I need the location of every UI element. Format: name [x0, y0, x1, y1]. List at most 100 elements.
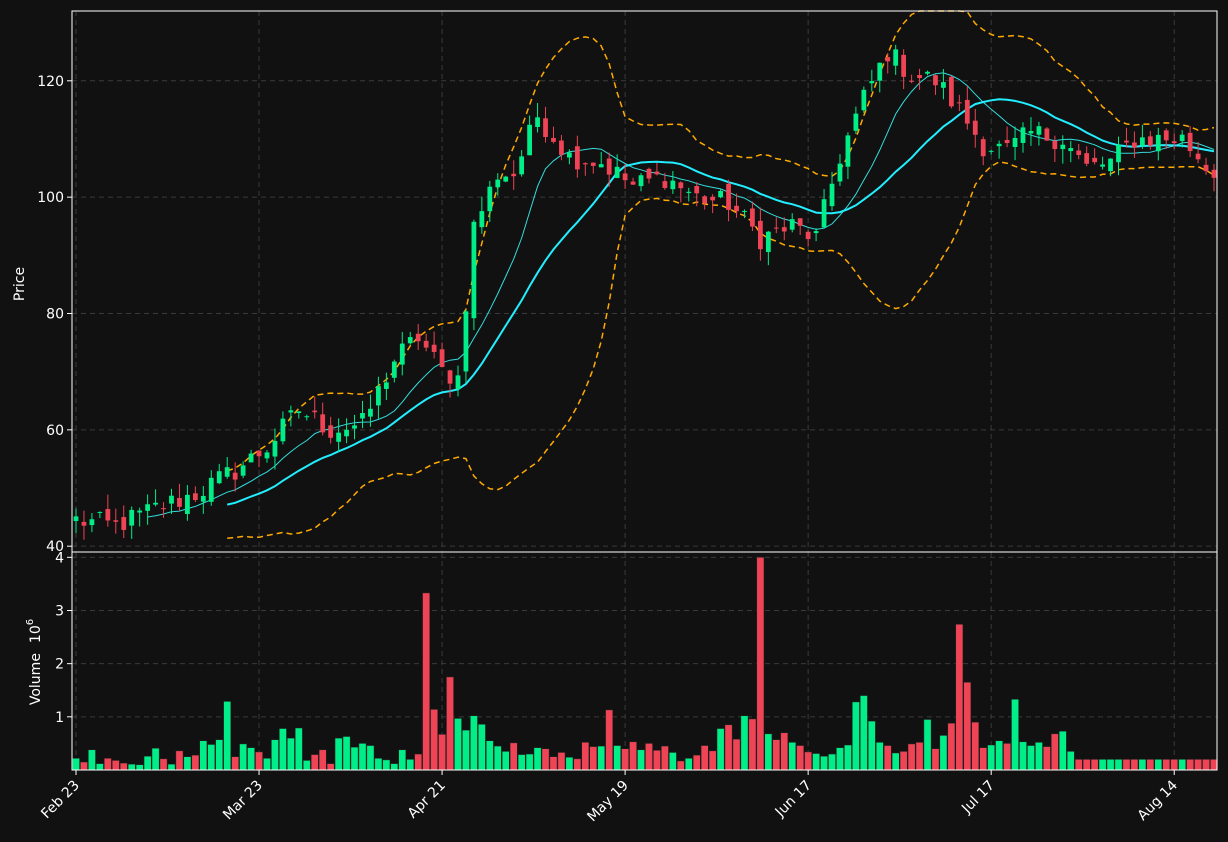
candle-body: [694, 186, 700, 194]
candle-body: [463, 311, 469, 372]
volume-bar: [406, 759, 415, 771]
volume-bar: [1019, 741, 1027, 771]
candle-body: [710, 196, 716, 201]
volume-bar: [780, 732, 789, 771]
bollinger-upper-line: [226, 10, 1215, 472]
volume-bar: [669, 752, 677, 771]
volume-bar: [573, 758, 582, 771]
candle-body: [487, 186, 493, 212]
volume-bar: [302, 760, 311, 771]
candle-body: [789, 219, 795, 230]
price-panel: 40 60 80 100 120 Price: [12, 10, 1218, 555]
candle-body: [1203, 164, 1209, 172]
volume-bar: [812, 753, 820, 771]
volume-bar: [1058, 730, 1067, 771]
price-tick-label: 100: [37, 190, 64, 206]
volume-bar: [390, 763, 399, 771]
candle-body: [670, 180, 676, 190]
candle-body: [145, 504, 151, 511]
candle-body: [805, 231, 811, 240]
ma-slow-line: [226, 98, 1215, 506]
candle-body: [1147, 136, 1153, 146]
candle-body: [1092, 157, 1098, 163]
volume-tick-label: 4: [55, 550, 64, 566]
candle-body: [702, 196, 708, 204]
volume-bar: [676, 760, 685, 771]
candle-body: [1100, 164, 1105, 167]
volume-bar: [724, 724, 733, 771]
volume-bar: [151, 747, 160, 771]
volume-bar: [581, 742, 590, 771]
volume-bar: [207, 744, 216, 771]
volume-bar: [104, 758, 112, 771]
volume-bar: [1043, 746, 1051, 771]
volume-bar: [493, 745, 502, 771]
candle-body: [941, 82, 946, 88]
candle-body: [169, 495, 174, 504]
volume-bar: [501, 751, 510, 771]
candle-body: [877, 62, 883, 81]
volume-bar: [159, 758, 168, 771]
candle-body: [917, 75, 922, 79]
volume-tick-label: 3: [55, 603, 64, 619]
volume-bar: [1051, 733, 1059, 771]
volume-bar: [899, 751, 908, 771]
candle-body: [407, 337, 413, 344]
volume-bar: [629, 741, 637, 771]
volume-bar: [231, 756, 239, 771]
volume-bar: [263, 758, 271, 771]
candle-body: [288, 410, 294, 413]
volume-tick-label: 2: [55, 657, 64, 673]
candle-body: [781, 227, 787, 232]
candle-body: [527, 124, 532, 156]
volume-bar: [1122, 759, 1131, 771]
candle-body: [1004, 139, 1010, 144]
candle-body: [630, 181, 636, 185]
volume-bar: [485, 740, 494, 771]
candle-body: [240, 465, 246, 476]
volume-bar: [517, 754, 526, 771]
volume-bar: [438, 734, 446, 771]
candle-body: [383, 382, 389, 389]
candle-body: [423, 340, 429, 348]
candle-body: [185, 494, 190, 514]
candle-body: [574, 146, 580, 170]
volume-bar: [271, 739, 279, 771]
candle-body: [614, 166, 620, 178]
candle-body: [81, 521, 87, 526]
price-axis-label: Price: [12, 267, 28, 301]
volume-bar: [350, 746, 359, 771]
volume-bar: [88, 749, 96, 771]
candle-body: [590, 162, 596, 166]
candle-body: [726, 183, 731, 210]
candle-body: [328, 425, 334, 438]
volume-axis-label: Volume 106: [25, 619, 44, 705]
candle-body: [336, 432, 342, 442]
volume-bar: [692, 754, 701, 771]
candle-body: [177, 497, 182, 507]
candle-body: [1012, 137, 1018, 148]
volume-bar: [247, 747, 255, 771]
candle-body: [511, 173, 517, 177]
volume-bar: [199, 740, 208, 771]
candle-body: [535, 117, 540, 128]
volume-bar: [398, 749, 407, 771]
volume-bar: [684, 758, 693, 771]
volume-bar: [454, 718, 462, 771]
volume-y-ticks: 1 2 3 4: [55, 550, 72, 726]
candle-body: [399, 343, 405, 365]
candle-body: [208, 477, 214, 502]
candle-body: [248, 453, 254, 463]
volume-bar: [1114, 759, 1123, 771]
candle-body: [654, 171, 660, 175]
volume-bar: [127, 763, 136, 771]
volume-bar: [279, 728, 287, 771]
volume-grid: [72, 552, 1217, 770]
candle-body: [750, 208, 755, 227]
volume-bar: [382, 759, 391, 771]
volume-bar: [1202, 759, 1210, 771]
candle-body: [312, 410, 318, 413]
volume-bar: [1011, 699, 1019, 771]
volume-bar: [557, 752, 566, 771]
